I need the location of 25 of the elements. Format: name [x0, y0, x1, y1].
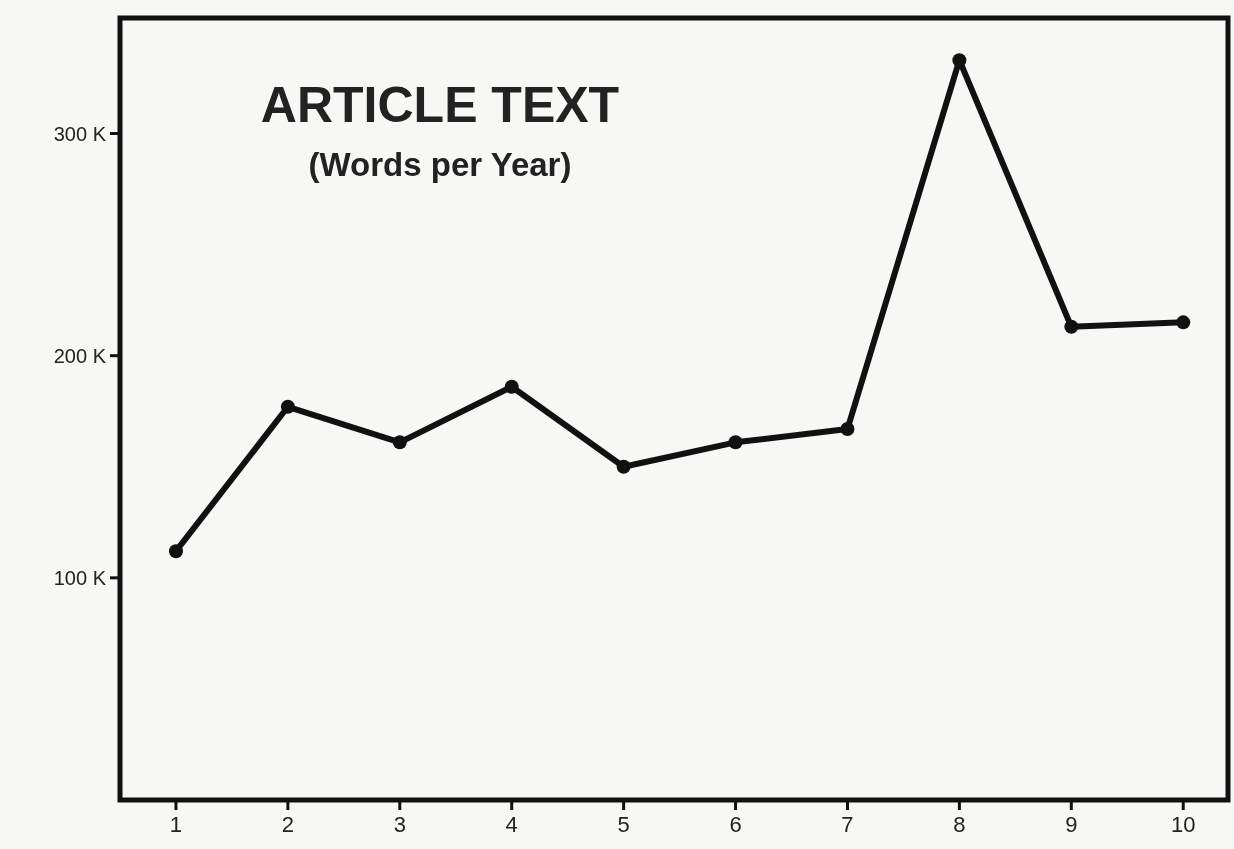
point — [952, 53, 967, 68]
point — [392, 435, 407, 450]
text: (Words per Year) — [308, 146, 572, 183]
x-tick-label: 1 — [169, 812, 183, 837]
x-tick-label: 3 — [393, 812, 406, 837]
point — [504, 379, 519, 394]
point — [1064, 319, 1079, 334]
y-tick-label: 100 K — [53, 566, 107, 589]
y-tick-label: 200 K — [53, 344, 107, 367]
point — [280, 399, 295, 414]
point — [840, 421, 855, 436]
text: ARTICLE TEXT — [260, 77, 620, 133]
point — [1176, 315, 1191, 330]
x-tick-label: 8 — [953, 812, 966, 837]
x-tick-label: 9 — [1065, 812, 1078, 837]
x-tick-label: 2 — [281, 812, 294, 837]
point — [728, 435, 743, 450]
x-tick-label: 5 — [617, 812, 630, 837]
x-tick-label: 7 — [841, 812, 854, 837]
x-tick-label: 6 — [729, 812, 742, 837]
x-tick-label: 10 — [1170, 812, 1196, 837]
y-tick-label: 300 K — [53, 122, 107, 145]
x-tick-label: 4 — [505, 812, 518, 837]
point — [616, 459, 631, 474]
point — [168, 544, 183, 559]
